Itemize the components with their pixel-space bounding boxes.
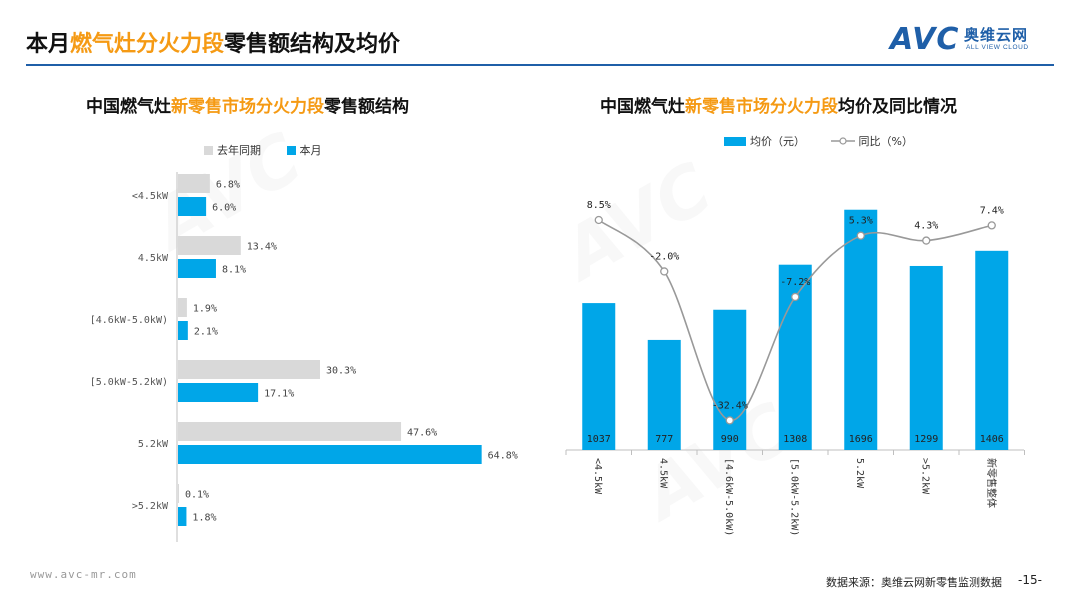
logo-cn-text: 奥维云网 <box>964 26 1029 44</box>
yoy-label: -32.4% <box>712 400 748 411</box>
bar-this-month <box>178 321 188 340</box>
data-label: 0.1% <box>185 490 209 501</box>
bar-avg-price <box>975 250 1009 450</box>
legend-item-yoy: 同比（%） <box>830 135 913 148</box>
page-title: 本月燃气灶分火力段零售额结构及均价 <box>26 32 401 57</box>
bar-this-month <box>178 507 187 526</box>
bar-last-year <box>178 174 210 193</box>
data-label: 6.0% <box>212 203 236 214</box>
bar-this-month <box>178 383 259 402</box>
logo-en-text: ALL VIEW CLOUD <box>966 44 1029 51</box>
category-label: 4.5kW <box>657 458 668 489</box>
category-label: >5.2kW <box>919 458 930 495</box>
data-label: 6.8% <box>216 180 240 191</box>
yoy-point <box>856 231 865 240</box>
legend-item-last-year: 去年同期 <box>204 144 261 157</box>
bar-last-year <box>178 422 402 441</box>
category-label: <4.5kW <box>132 191 169 202</box>
page-number: -15- <box>1018 573 1042 587</box>
yoy-point <box>987 221 996 230</box>
bar-avg-price <box>713 309 747 450</box>
data-label: 13.4% <box>247 242 277 253</box>
bar-value-label: 777 <box>655 434 673 445</box>
data-label: 1.8% <box>192 513 216 524</box>
bar-avg-price <box>844 209 878 450</box>
yoy-label: -7.2% <box>780 277 810 288</box>
right-chart-title: 中国燃气灶新零售市场分火力段均价及同比情况 <box>600 97 957 117</box>
legend-swatch <box>204 146 213 155</box>
logo-mark: AVC <box>890 22 960 57</box>
bar-value-label: 1308 <box>783 434 807 445</box>
bar-last-year <box>178 360 320 379</box>
yoy-label: 4.3% <box>914 221 938 232</box>
bar-this-month <box>178 445 482 464</box>
yoy-label: 8.5% <box>587 200 611 211</box>
category-label: [4.6kW-5.0kW) <box>723 458 734 536</box>
category-label: 4.5kW <box>138 253 169 264</box>
yoy-label: -2.0% <box>649 251 679 262</box>
bar-last-year <box>178 298 187 317</box>
category-label: 新零售整体 <box>985 458 998 508</box>
yoy-point <box>594 215 603 225</box>
data-label: 64.8% <box>488 451 518 462</box>
bar-value-label: 1037 <box>587 434 611 445</box>
category-label: 5.2kW <box>854 458 865 489</box>
data-label: 2.1% <box>194 327 218 338</box>
data-label: 47.6% <box>407 428 437 439</box>
bar-value-label: 990 <box>721 434 739 445</box>
category-label: >5.2kW <box>132 501 169 512</box>
legend-item-this-month: 本月 <box>286 144 322 157</box>
right-chart-legend: 均价（元） 同比（%） <box>724 133 935 149</box>
yoy-point <box>791 292 800 302</box>
legend-item-avg-price: 均价（元） <box>724 135 805 148</box>
yoy-point <box>922 236 931 245</box>
yoy-label: 7.4% <box>980 205 1004 216</box>
legend-line-marker <box>830 137 855 145</box>
category-label: 5.2kW <box>138 439 169 450</box>
footer-url: www.avc-mr.com <box>30 568 137 581</box>
bar-avg-price <box>909 265 943 450</box>
footer-source: 数据来源：奥维云网新零售监测数据 <box>826 576 1002 589</box>
yoy-label: 5.3% <box>849 216 873 227</box>
data-label: 17.1% <box>264 389 294 400</box>
title-divider <box>26 64 1054 66</box>
category-label: [5.0kW-5.2kW) <box>90 377 168 388</box>
left-chart-title: 中国燃气灶新零售市场分火力段零售额结构 <box>86 97 409 117</box>
category-label: [5.0kW-5.2kW) <box>788 458 799 536</box>
bar-avg-price <box>778 264 812 450</box>
left-chart-legend: 去年同期 本月 <box>204 142 344 158</box>
legend-swatch <box>724 137 746 146</box>
bar-this-month <box>178 259 216 278</box>
yoy-point <box>660 267 669 276</box>
yoy-point <box>725 416 734 425</box>
category-label: <4.5kW <box>592 458 603 495</box>
category-label: [4.6kW-5.0kW) <box>90 315 168 326</box>
data-label: 8.1% <box>222 265 246 276</box>
bar-avg-price <box>647 339 681 450</box>
bar-avg-price <box>582 303 616 450</box>
data-label: 1.9% <box>193 304 217 315</box>
bar-value-label: 1299 <box>914 434 938 445</box>
avc-logo: AVC 奥维云网 ALL VIEW CLOUD <box>890 22 1060 57</box>
legend-swatch <box>286 146 296 155</box>
title-bar: 本月燃气灶分火力段零售额结构及均价 AVC 奥维云网 ALL VIEW CLOU… <box>0 0 1080 68</box>
bar-value-label: 1696 <box>849 434 873 445</box>
bar-this-month <box>178 197 207 216</box>
bar-last-year <box>178 484 179 503</box>
bar-value-label: 1406 <box>980 434 1004 445</box>
bar-last-year <box>178 236 241 255</box>
data-label: 30.3% <box>326 366 356 377</box>
